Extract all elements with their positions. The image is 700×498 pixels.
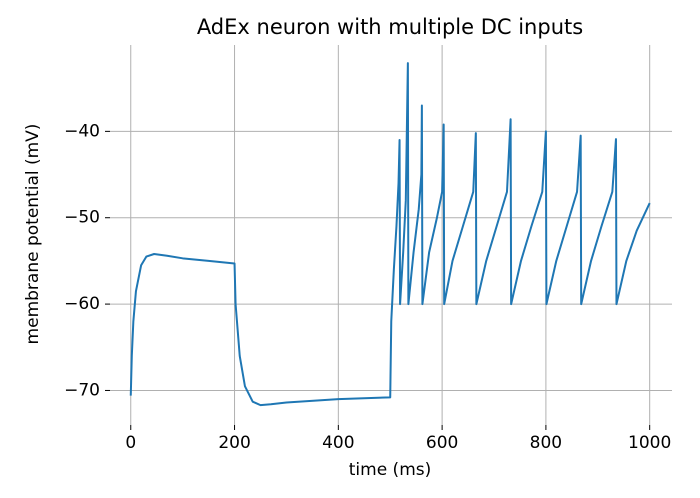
y-tick-label: −50 (64, 208, 100, 228)
x-tick-label: 400 (322, 433, 354, 453)
x-tick-label: 600 (426, 433, 458, 453)
y-tick-label: −60 (64, 294, 100, 314)
x-tick-label: 1000 (628, 433, 671, 453)
y-tick-label: −40 (64, 121, 100, 141)
x-tick-label: 800 (530, 433, 562, 453)
y-axis-label: membrane potential (mV) (23, 124, 43, 345)
x-axis-label: time (ms) (349, 460, 432, 480)
x-tick-label: 200 (218, 433, 250, 453)
line-series (129, 62, 651, 407)
y-tick-label: −70 (64, 380, 100, 400)
x-tick-label: 0 (125, 433, 136, 453)
chart-title: AdEx neuron with multiple DC inputs (197, 15, 583, 39)
